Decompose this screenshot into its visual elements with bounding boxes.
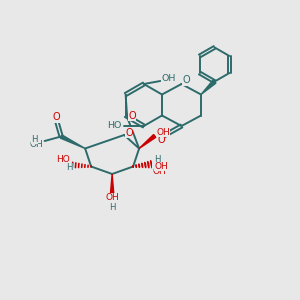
Text: OH: OH — [153, 167, 166, 176]
Polygon shape — [201, 80, 216, 94]
Text: HO: HO — [107, 122, 122, 130]
Text: O: O — [52, 112, 60, 122]
Text: O: O — [182, 75, 190, 85]
Polygon shape — [60, 135, 85, 148]
Polygon shape — [110, 174, 114, 194]
Text: H: H — [66, 163, 73, 172]
Text: OH: OH — [162, 74, 176, 82]
Text: OH: OH — [154, 162, 168, 171]
Text: OH: OH — [105, 194, 119, 202]
Text: H: H — [109, 202, 116, 211]
Text: OH: OH — [29, 140, 43, 149]
Text: O: O — [157, 135, 165, 145]
Text: H: H — [154, 155, 161, 164]
Text: O: O — [125, 128, 133, 138]
Text: OH: OH — [156, 128, 170, 137]
Text: H: H — [153, 159, 159, 168]
Polygon shape — [139, 134, 156, 148]
Text: H: H — [32, 135, 38, 144]
Text: HO: HO — [56, 155, 70, 164]
Text: O: O — [128, 110, 136, 121]
